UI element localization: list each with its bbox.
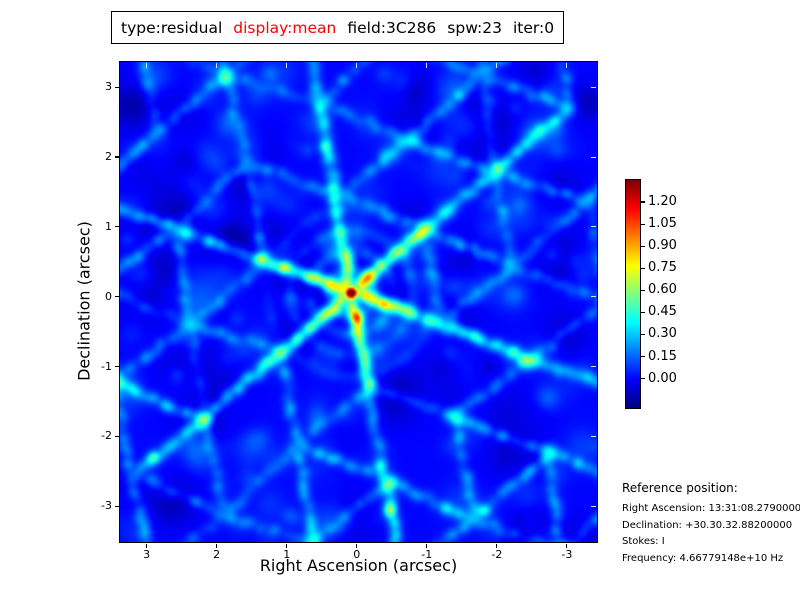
y-axis-tick-right — [591, 505, 596, 507]
y-axis-tick — [114, 366, 119, 368]
x-axis-tick-label: -3 — [561, 548, 573, 561]
colorbar-tick — [641, 377, 645, 380]
colorbar-tick-label: 0.75 — [648, 260, 677, 276]
x-axis-tick — [496, 543, 498, 548]
title-field: field:3C286 — [347, 18, 437, 37]
x-axis-tick-label: 3 — [143, 548, 151, 561]
x-axis-tick-top — [356, 63, 358, 68]
reference-line-dec: Declination: +30.30.32.88200000 — [622, 519, 793, 531]
x-axis-tick-label: -2 — [491, 548, 503, 561]
colorbar — [625, 179, 641, 409]
x-axis-tick — [286, 543, 288, 548]
reference-line-frequency: Frequency: 4.66779148e+10 Hz — [622, 552, 784, 564]
reference-heading: Reference position: — [622, 481, 738, 495]
x-axis-tick-top — [496, 63, 498, 68]
y-axis-tick — [114, 226, 119, 228]
x-axis-tick — [426, 543, 428, 548]
colorbar-tick-label: 0.90 — [648, 238, 677, 254]
title-box: type:residual display:mean field:3C286 s… — [111, 11, 565, 44]
colorbar-gradient — [626, 180, 640, 408]
y-axis-tick-right — [591, 366, 596, 368]
x-axis-tick-label: 1 — [283, 548, 291, 561]
x-axis-tick-top — [566, 63, 568, 68]
y-axis-tick-right — [591, 296, 596, 298]
x-axis-tick-label: 0 — [353, 548, 361, 561]
x-axis-tick-top — [146, 63, 148, 68]
colorbar-tick — [641, 201, 645, 203]
colorbar-tick-label: 1.20 — [648, 194, 677, 210]
colorbar-tick — [641, 267, 645, 269]
colorbar-tick — [641, 245, 645, 247]
y-axis-tick — [114, 86, 119, 88]
y-axis-tick-right — [591, 435, 596, 437]
reference-line-stokes: Stokes: I — [622, 536, 665, 547]
colorbar-tick — [641, 223, 645, 225]
residual-raster-image — [120, 62, 597, 542]
colorbar-tick-label: 0.00 — [648, 370, 677, 386]
image-plot — [119, 61, 598, 543]
y-axis-tick — [114, 435, 119, 438]
y-axis-tick-label: -1 — [101, 359, 112, 373]
colorbar-tick — [641, 311, 645, 313]
x-axis-tick — [356, 543, 358, 548]
reference-line-ra: Right Ascension: 13:31:08.27900000 — [622, 503, 800, 514]
title-display: display:mean — [233, 18, 337, 37]
x-axis-tick-top — [216, 63, 218, 68]
colorbar-tick — [641, 355, 645, 358]
x-axis-tick-top — [426, 63, 428, 68]
x-axis-tick-top — [286, 63, 288, 68]
colorbar-tick-label: 1.05 — [648, 216, 677, 232]
x-axis-label: Right Ascension (arcsec) — [259, 556, 458, 575]
y-axis-tick-label: -2 — [101, 429, 112, 443]
colorbar-tick-label: 0.15 — [648, 348, 677, 364]
y-axis-tick-label: -3 — [101, 499, 112, 513]
y-axis-tick-right — [591, 156, 596, 158]
y-axis-tick — [114, 156, 119, 158]
title-type: type:residual — [121, 18, 223, 37]
y-axis-tick-right — [591, 226, 596, 228]
y-axis-tick-label: 0 — [105, 289, 112, 303]
colorbar-tick-label: 0.60 — [648, 282, 677, 298]
colorbar-tick — [641, 333, 645, 336]
x-axis-tick — [216, 543, 218, 548]
y-axis-tick — [114, 296, 119, 298]
x-axis-tick-label: 2 — [213, 548, 221, 561]
y-axis-tick-label: 3 — [105, 80, 112, 94]
colorbar-tick-label: 0.45 — [648, 304, 677, 320]
title-iter: iter:0 — [513, 18, 555, 37]
title-spw: spw:23 — [447, 18, 502, 37]
y-axis-tick — [114, 505, 119, 507]
y-axis-tick-label: 2 — [105, 150, 112, 164]
colorbar-tick-label: 0.30 — [648, 326, 677, 342]
y-axis-tick-right — [591, 86, 596, 88]
reference-position-block: Reference position: Right Ascension: 13:… — [622, 481, 800, 569]
x-axis-tick — [566, 543, 568, 548]
colorbar-tick — [641, 289, 645, 291]
x-axis-tick-label: -1 — [421, 548, 433, 561]
y-axis-tick-label: 1 — [105, 219, 112, 233]
x-axis-tick — [146, 543, 148, 548]
